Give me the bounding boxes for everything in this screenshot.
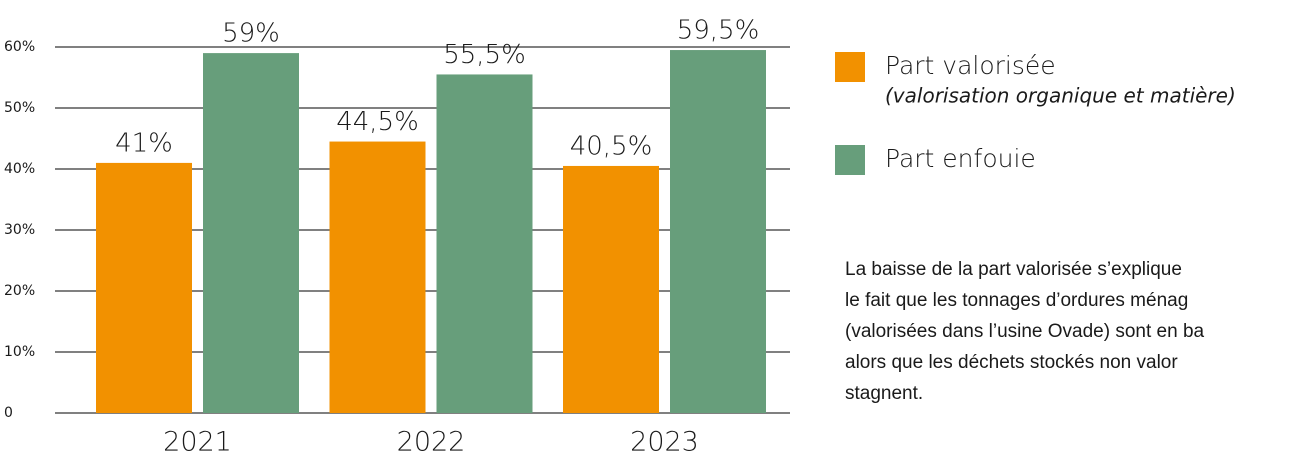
value-label: 40,5% bbox=[570, 131, 653, 161]
value-label: 55,5% bbox=[443, 40, 526, 70]
x-tick-label: 2023 bbox=[630, 427, 699, 458]
y-tick-label: 40% bbox=[4, 161, 35, 177]
bar bbox=[203, 53, 299, 413]
bar bbox=[329, 141, 426, 414]
bar bbox=[96, 162, 192, 413]
note-line: alors que les déchets stockés non valor bbox=[845, 352, 1178, 373]
y-tick-label: 30% bbox=[4, 222, 35, 238]
y-tick-label: 0 bbox=[4, 405, 13, 421]
legend-swatch bbox=[835, 52, 865, 82]
y-tick-label: 60% bbox=[4, 39, 35, 55]
value-label: 41% bbox=[115, 128, 173, 158]
value-label: 59,5% bbox=[677, 16, 760, 46]
bar bbox=[670, 50, 766, 414]
legend-subtitle: (valorisation organique et matière) bbox=[885, 84, 1236, 108]
legend-swatch bbox=[835, 145, 865, 175]
x-tick-label: 2022 bbox=[397, 427, 466, 458]
bar bbox=[563, 165, 659, 413]
note-line: stagnent. bbox=[845, 383, 923, 404]
note-line: (valorisées dans l’usine Ovade) sont en … bbox=[845, 321, 1205, 342]
x-tick-label: 2021 bbox=[163, 427, 232, 458]
value-label: 44,5% bbox=[336, 107, 419, 137]
y-tick-label: 20% bbox=[4, 283, 35, 299]
value-label: 59% bbox=[222, 19, 280, 49]
y-tick-label: 50% bbox=[4, 100, 35, 116]
note-line: le fait que les tonnages d’ordures ménag bbox=[845, 290, 1188, 311]
bar bbox=[436, 74, 533, 413]
legend-label: Part enfouie bbox=[885, 144, 1036, 173]
legend-label: Part valorisée bbox=[885, 51, 1056, 80]
note-line: La baisse de la part valorisée s’expliqu… bbox=[845, 259, 1182, 280]
y-tick-label: 10% bbox=[4, 344, 35, 360]
